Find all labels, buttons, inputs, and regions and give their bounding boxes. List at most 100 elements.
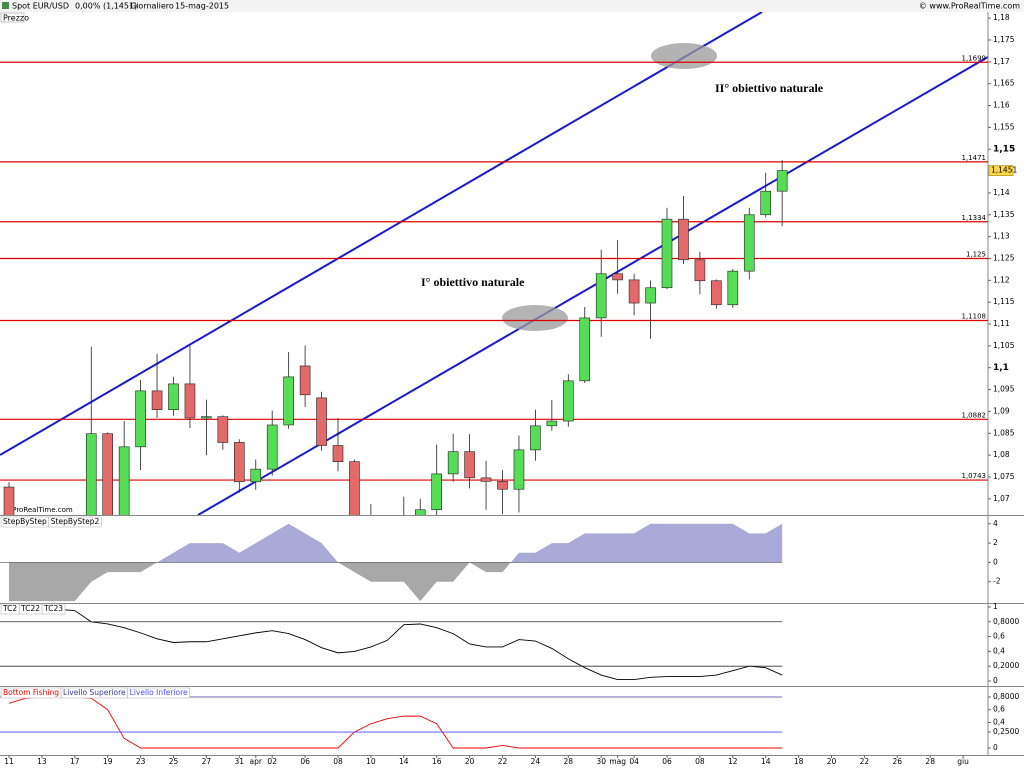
legend-label: TC2: [2, 604, 17, 613]
y-tick-label: 0: [993, 557, 998, 566]
candle-body: [645, 287, 656, 304]
x-tick-label: 11: [4, 757, 14, 766]
y-tick-label: 2: [993, 538, 998, 547]
candle-body: [234, 442, 245, 483]
legend-label: StepByStep2: [51, 517, 100, 526]
candle-body: [151, 390, 163, 410]
candle-body: [85, 433, 97, 515]
candles: [3, 160, 788, 515]
target-ellipse: [651, 43, 717, 69]
x-tick-label: 26: [893, 757, 903, 766]
panel-label-box: [0, 12, 25, 23]
x-tick-label: 06: [662, 757, 672, 766]
y-tick-label: 1,135: [993, 210, 1015, 219]
legend-label: TC22: [20, 604, 40, 613]
x-tick-label: 08: [695, 757, 705, 766]
y-tick-label: 1,075: [993, 472, 1015, 481]
header-symbol: Spot EUR/USD: [12, 2, 69, 11]
x-tick-label: 18: [794, 757, 804, 766]
candle-body: [201, 416, 212, 419]
candle-body: [431, 473, 443, 511]
y-tick-label: 0,4: [993, 646, 1005, 655]
y-tick-label: 1: [993, 602, 998, 611]
candle-body: [283, 376, 294, 426]
x-tick-label: 22: [860, 757, 870, 766]
y-tick-label: 1,18: [993, 13, 1010, 22]
y-tick-label: 1,085: [993, 428, 1015, 437]
x-tick-label: 16: [432, 757, 442, 766]
y-tick-label: 0: [993, 676, 998, 685]
x-tick-label: 02: [267, 757, 277, 766]
header-bar: [0, 0, 1024, 12]
y-tick-label: 1,16: [993, 101, 1010, 110]
area-negative: [9, 562, 783, 602]
header-date: 15-mag-2015: [175, 2, 229, 11]
candle-body: [727, 270, 739, 306]
x-tick-label: 23: [136, 757, 146, 766]
level-label: 1,1334: [962, 214, 987, 222]
x-tick-label: giu: [957, 757, 969, 766]
series-line: [8, 696, 783, 749]
candle-body: [299, 365, 311, 396]
x-tick-label: 22: [498, 757, 508, 766]
candle-body: [332, 445, 344, 462]
level-label: 1,1699: [962, 54, 987, 62]
candle-body: [628, 279, 640, 304]
candle-body: [595, 273, 607, 319]
candle-body: [447, 451, 459, 475]
y-tick-label: 1,1: [993, 363, 1009, 373]
target-ellipse: [502, 305, 568, 331]
x-tick-label: 08: [333, 757, 343, 766]
legend-label: Bottom Fishing: [3, 688, 59, 697]
x-tick-label: 19: [103, 757, 113, 766]
candle-body: [694, 259, 706, 282]
candle-body: [135, 390, 146, 448]
last-price-box: [988, 165, 1014, 176]
x-tick-label: 20: [827, 757, 837, 766]
x-tick-label: 04: [629, 757, 639, 766]
candle-body: [513, 449, 525, 490]
level-label: 1,0882: [962, 411, 987, 419]
level-label: 1,1108: [962, 313, 987, 321]
candle-body: [546, 420, 558, 427]
x-tick-label: 28: [925, 757, 935, 766]
y-tick-label: 1,15: [993, 145, 1015, 155]
series-line: [8, 607, 783, 680]
level-label: 1,1471: [962, 154, 987, 162]
y-tick-label: 1,095: [993, 385, 1015, 394]
legend-box: [41, 603, 66, 615]
y-tick-label: 1,175: [993, 35, 1015, 44]
header-period: Giornaliero: [130, 2, 174, 11]
x-tick-label: 13: [37, 757, 47, 766]
y-tick-label: 0: [993, 743, 998, 752]
level-label: 1,0743: [962, 472, 987, 480]
legend-label: StepByStep: [3, 517, 47, 526]
header-change: 0,00% (1,1451): [75, 2, 137, 11]
candle-body: [266, 424, 278, 470]
x-tick-label: 14: [761, 757, 771, 766]
candle-body: [184, 383, 196, 419]
last-price-label: 1,1451: [991, 166, 1017, 175]
legend-box: [127, 687, 190, 699]
candle-body: [168, 383, 179, 410]
copyright: © ProRealTime.com: [3, 506, 73, 514]
candle-body: [480, 477, 492, 482]
y-tick-label: 1,08: [993, 450, 1010, 459]
y-tick-label: 1,125: [993, 253, 1015, 262]
candle-body: [102, 433, 113, 515]
y-tick-label: -2: [993, 577, 1001, 586]
y-tick-label: 4: [993, 519, 998, 528]
x-tick-label: 25: [169, 757, 179, 766]
x-tick-label: 27: [202, 757, 212, 766]
x-tick-label: 24: [531, 757, 541, 766]
y-tick-label: 1,13: [993, 232, 1010, 241]
candle-body: [661, 218, 673, 289]
y-tick-label: 1,07: [993, 494, 1010, 503]
y-tick-label: 1,14: [993, 188, 1010, 197]
legend-label: Livello Inferiore: [130, 688, 188, 697]
candle-body: [579, 317, 591, 382]
y-tick-label: 0,6: [993, 632, 1005, 641]
y-tick-label: 1,115: [993, 297, 1015, 306]
y-tick-label: 0,2500: [993, 727, 1019, 736]
